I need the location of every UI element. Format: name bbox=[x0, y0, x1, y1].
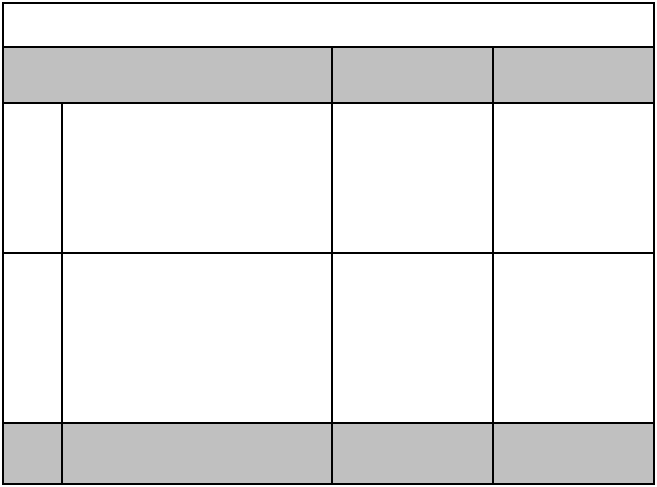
body-row bbox=[4, 103, 653, 253]
title-row bbox=[4, 4, 653, 47]
header-row bbox=[4, 47, 653, 103]
footer-row bbox=[4, 423, 653, 483]
body-row bbox=[4, 253, 653, 423]
